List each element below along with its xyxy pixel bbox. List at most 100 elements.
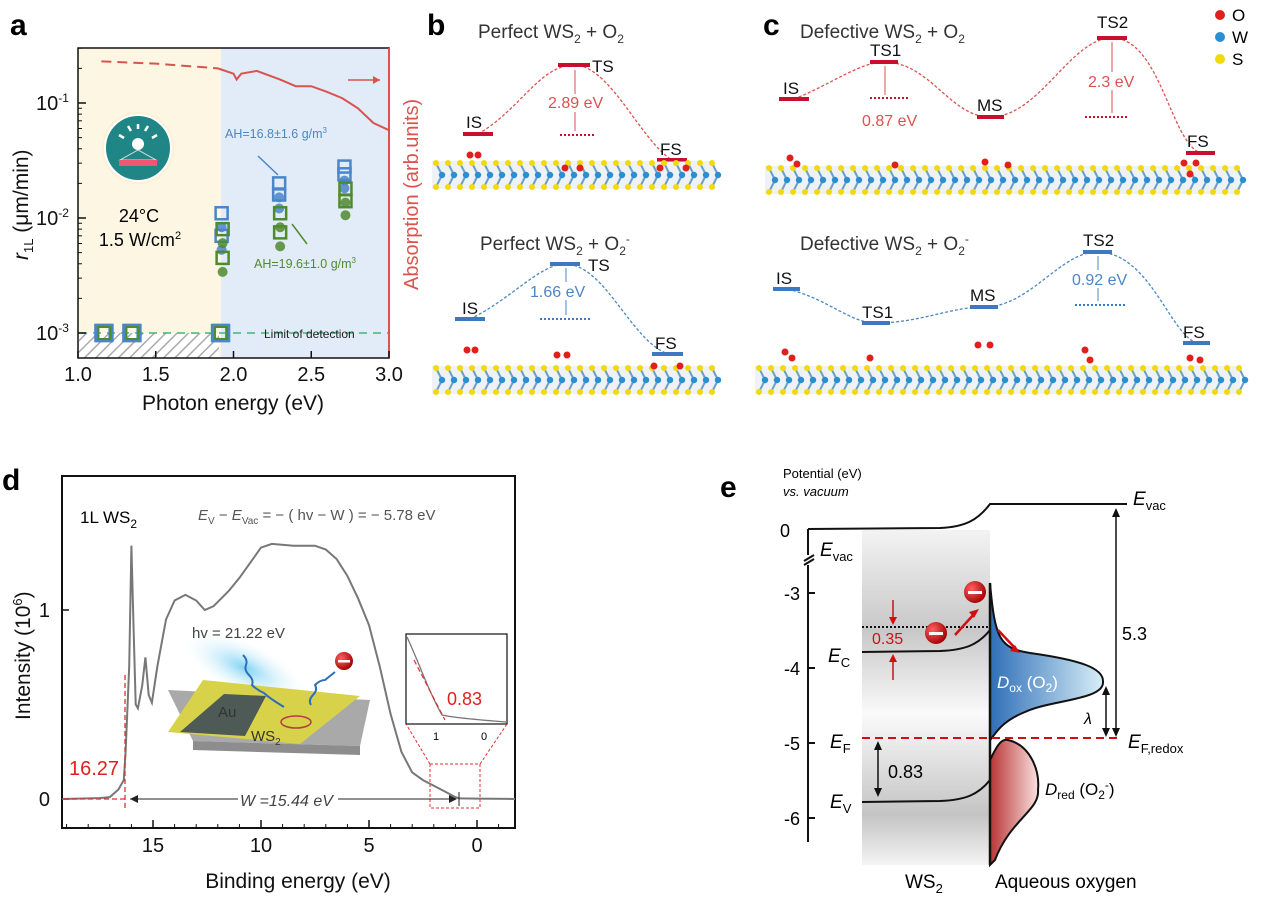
sulfur-atom	[613, 184, 619, 190]
tungsten-atom	[975, 176, 983, 184]
tungsten-atom	[1217, 376, 1225, 384]
tungsten-atom	[1205, 376, 1213, 384]
tungsten-atom	[1107, 176, 1115, 184]
sulfur-atom	[958, 165, 964, 171]
sulfur-atom	[1116, 365, 1122, 371]
tungsten-atom	[951, 176, 959, 184]
data-point-square	[215, 250, 230, 266]
oxygen-atom	[1081, 346, 1089, 354]
sulfur-atom	[1044, 389, 1050, 395]
sulfur-atom	[1092, 389, 1098, 395]
sulfur-atom	[1008, 365, 1014, 371]
sulfur-atom	[601, 160, 607, 166]
sulfur-atom	[661, 365, 667, 371]
tungsten-atom	[1037, 376, 1045, 384]
sulfur-atom	[1032, 365, 1038, 371]
reaction-path-c-lower	[787, 251, 1198, 344]
x-tick-label: 0	[471, 835, 482, 857]
sulfur-atom	[601, 389, 607, 395]
x-tick-label: 15	[142, 835, 164, 857]
oxygen-atom	[866, 354, 874, 362]
tungsten-atom	[843, 176, 851, 184]
sulfur-atom	[709, 160, 715, 166]
sulfur-atom	[1078, 189, 1084, 195]
oxygen-atom	[561, 164, 569, 172]
dred-label: Dred (O2-)	[1045, 778, 1115, 802]
tungsten-atom	[1155, 176, 1163, 184]
tungsten-atom	[1181, 376, 1189, 384]
sulfur-atom	[1150, 189, 1156, 195]
tungsten-atom	[999, 176, 1007, 184]
level-label-is: IS	[462, 299, 478, 318]
tungsten-atom	[558, 171, 566, 179]
sulfur-atom	[912, 389, 918, 395]
axis-ticks-d: 15 10 5 001	[39, 600, 500, 857]
sulfur-atom	[505, 389, 511, 395]
y-axis-label-d: Intensity (106)	[10, 591, 35, 720]
sulfur-atom	[874, 165, 880, 171]
sulfur-atom	[912, 365, 918, 371]
tungsten-atom	[522, 376, 530, 384]
tungsten-atom	[917, 376, 925, 384]
sulfur-atom	[1030, 165, 1036, 171]
sulfur-atom	[924, 365, 930, 371]
data-point-square	[215, 221, 230, 237]
power-label: 1.5 W/cm2	[99, 230, 181, 250]
sulfur-atom	[1066, 189, 1072, 195]
tungsten-atom	[1109, 376, 1117, 384]
tungsten-atom	[1203, 176, 1211, 184]
sulfur-atom	[1140, 365, 1146, 371]
lattice-b-lower	[432, 365, 722, 395]
tungsten-atom	[1083, 176, 1091, 184]
sulfur-atom	[886, 165, 892, 171]
sulfur-atom	[697, 160, 703, 166]
sulfur-atom	[984, 389, 990, 395]
evac-right-label: Evac	[1133, 489, 1166, 513]
tungsten-atom	[1035, 176, 1043, 184]
ws2-axis-label: WS2	[905, 872, 943, 896]
annotation-arrow-blue	[257, 155, 279, 176]
sulfur-atom	[876, 365, 882, 371]
oxygen-atom	[676, 362, 684, 370]
tungsten-atom	[1157, 376, 1165, 384]
oxygen-atom	[1180, 159, 1188, 167]
tungsten-atom	[642, 171, 650, 179]
tungsten-atom	[795, 176, 803, 184]
tungsten-atom	[630, 171, 638, 179]
tungsten-atom	[642, 376, 650, 384]
tungsten-atom	[702, 376, 710, 384]
tungsten-atom	[1191, 176, 1199, 184]
data-point-square	[272, 225, 288, 240]
right-axis-label: Absorption (arb.units)	[401, 99, 423, 290]
sulfur-atom	[685, 160, 691, 166]
sulfur-atom	[1104, 365, 1110, 371]
sulfur-atom	[577, 160, 583, 166]
sulfur-atom	[888, 365, 894, 371]
region-below-gap	[78, 48, 222, 358]
below-detection-hatch	[79, 333, 219, 358]
tungsten-atom	[666, 376, 674, 384]
sulfur-atom	[697, 389, 703, 395]
sulfur-atom	[984, 365, 990, 371]
sulfur-atom	[1102, 165, 1108, 171]
annotation-ah-green: AH=19.6±1.0 g/m3	[254, 256, 357, 271]
oxygen-atoms-b-lower	[463, 346, 684, 370]
sulfur-atom	[994, 165, 1000, 171]
y-tick-label: 10-1	[36, 91, 69, 115]
sulfur-atom	[565, 184, 571, 190]
sulfur-atom	[1080, 365, 1086, 371]
tungsten-atom	[474, 376, 482, 384]
sulfur-atom	[766, 189, 772, 195]
tungsten-atom	[1167, 176, 1175, 184]
sulfur-atom	[864, 389, 870, 395]
tungsten-atom	[534, 376, 542, 384]
tungsten-atom	[450, 376, 458, 384]
tungsten-atom	[929, 376, 937, 384]
sulfur-atom	[1212, 389, 1218, 395]
tungsten-atom	[462, 171, 470, 179]
sulfur-atom	[850, 165, 856, 171]
au-electrode	[180, 694, 266, 736]
tungsten-atom	[905, 376, 913, 384]
sulfur-atom	[517, 160, 523, 166]
sulfur-atom	[625, 184, 631, 190]
